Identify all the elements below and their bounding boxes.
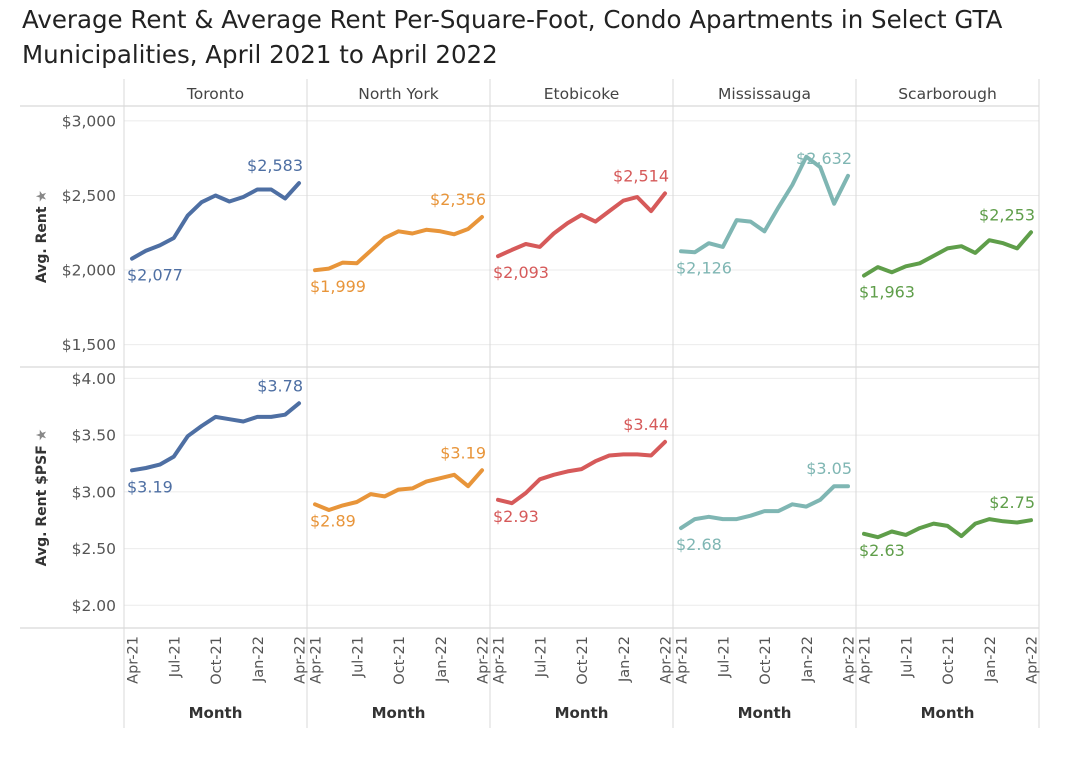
y-axis-title-avg-rent-psf: Avg. Rent $PSF★ (34, 429, 50, 567)
start-label-rent-mississauga: $2,126 (676, 258, 732, 277)
y-tick-label-psf-3: $2.50 (72, 540, 116, 558)
start-label-rent-north-york: $1,999 (310, 277, 366, 296)
x-tick-label-scarborough-apr-21: Apr-21 (858, 636, 874, 684)
series-line-rent-etobicoke (496, 191, 667, 259)
x-tick-label-scarborough-apr-22: Apr-22 (1025, 636, 1041, 684)
x-tick-label-etobicoke-jan-22: Jan-22 (617, 636, 633, 683)
x-tick-label-scarborough-jul-21: Jul-21 (899, 636, 915, 678)
series-line-psf-toronto (130, 401, 301, 473)
x-tick-label-toronto-apr-21: Apr-21 (126, 636, 142, 684)
start-label-rent-etobicoke: $2,093 (493, 263, 549, 282)
column-header-mississauga: Mississauga (718, 85, 811, 103)
x-tick-label-north-york-jul-21: Jul-21 (350, 636, 366, 678)
series-line-psf-north-york (313, 468, 484, 512)
series-line-rent-north-york (313, 215, 484, 273)
x-axis-title-toronto: Month (189, 704, 243, 722)
y-tick-label-rent-2: $2,000 (62, 262, 116, 280)
column-header-scarborough: Scarborough (898, 85, 997, 103)
end-label-psf-etobicoke: $3.44 (623, 415, 669, 434)
series-line-rent-scarborough (862, 230, 1033, 278)
x-tick-label-toronto-jan-22: Jan-22 (251, 636, 267, 683)
end-label-rent-mississauga: $2,632 (796, 149, 852, 168)
end-label-psf-toronto: $3.78 (257, 376, 303, 395)
x-tick-label-mississauga-oct-21: Oct-21 (758, 636, 774, 685)
x-axis-title-etobicoke: Month (555, 704, 609, 722)
series-line-psf-scarborough (862, 517, 1033, 540)
column-header-toronto: Toronto (186, 85, 244, 103)
sort-star-icon: ★ (34, 429, 50, 442)
y-tick-label-rent-1: $2,500 (62, 187, 116, 205)
y-tick-label-rent-3: $1,500 (62, 336, 116, 354)
x-tick-label-etobicoke-jul-21: Jul-21 (533, 636, 549, 678)
start-label-psf-scarborough: $2.63 (859, 541, 905, 560)
end-label-psf-north-york: $3.19 (440, 443, 486, 462)
series-line-rent-mississauga (679, 154, 850, 255)
start-label-psf-mississauga: $2.68 (676, 535, 722, 554)
start-label-psf-etobicoke: $2.93 (493, 507, 539, 526)
start-label-rent-toronto: $2,077 (127, 266, 183, 285)
chart-title-line-2: Municipalities, April 2021 to April 2022 (22, 40, 498, 69)
y-axis-title-avg-rent: Avg. Rent★ (34, 190, 50, 283)
y-tick-label-psf-1: $3.50 (72, 427, 116, 445)
x-tick-label-mississauga-apr-21: Apr-21 (675, 636, 691, 684)
start-label-rent-scarborough: $1,963 (859, 283, 915, 302)
x-tick-label-north-york-apr-22: Apr-22 (476, 636, 492, 684)
x-tick-label-scarborough-oct-21: Oct-21 (941, 636, 957, 685)
x-tick-label-etobicoke-apr-21: Apr-21 (492, 636, 508, 684)
x-tick-label-etobicoke-oct-21: Oct-21 (575, 636, 591, 685)
series-line-rent-toronto (130, 181, 301, 261)
x-tick-label-toronto-jul-21: Jul-21 (167, 636, 183, 678)
x-tick-label-mississauga-jan-22: Jan-22 (800, 636, 816, 683)
series-line-psf-etobicoke (496, 439, 667, 506)
y-tick-label-psf-4: $2.00 (72, 597, 116, 615)
chart-title: Average Rent & Average Rent Per-Square-F… (22, 2, 1062, 72)
end-label-psf-scarborough: $2.75 (989, 493, 1035, 512)
x-tick-label-north-york-jan-22: Jan-22 (434, 636, 450, 683)
y-tick-label-psf-0: $4.00 (72, 370, 116, 388)
end-label-rent-north-york: $2,356 (430, 190, 486, 209)
x-tick-label-mississauga-apr-22: Apr-22 (842, 636, 858, 684)
x-tick-label-scarborough-jan-22: Jan-22 (983, 636, 999, 683)
x-tick-label-mississauga-jul-21: Jul-21 (716, 636, 732, 678)
start-label-psf-toronto: $3.19 (127, 477, 173, 496)
x-axis-title-scarborough: Month (921, 704, 975, 722)
x-tick-label-north-york-oct-21: Oct-21 (392, 636, 408, 685)
column-header-etobicoke: Etobicoke (544, 85, 619, 103)
end-label-rent-toronto: $2,583 (247, 156, 303, 175)
series-line-psf-mississauga (679, 484, 850, 531)
x-axis-title-mississauga: Month (738, 704, 792, 722)
x-tick-label-toronto-oct-21: Oct-21 (209, 636, 225, 685)
x-tick-label-north-york-apr-21: Apr-21 (309, 636, 325, 684)
x-tick-label-toronto-apr-22: Apr-22 (293, 636, 309, 684)
end-label-rent-scarborough: $2,253 (979, 205, 1035, 224)
y-tick-label-psf-2: $3.00 (72, 483, 116, 501)
sort-star-icon: ★ (34, 190, 50, 203)
x-tick-label-etobicoke-apr-22: Apr-22 (659, 636, 675, 684)
start-label-psf-north-york: $2.89 (310, 511, 356, 530)
end-label-rent-etobicoke: $2,514 (613, 166, 669, 185)
column-header-north-york: North York (358, 85, 439, 103)
end-label-psf-mississauga: $3.05 (806, 459, 852, 478)
x-axis-title-north-york: Month (372, 704, 426, 722)
chart-title-line-1: Average Rent & Average Rent Per-Square-F… (22, 5, 1003, 34)
y-tick-label-rent-0: $3,000 (62, 112, 116, 130)
